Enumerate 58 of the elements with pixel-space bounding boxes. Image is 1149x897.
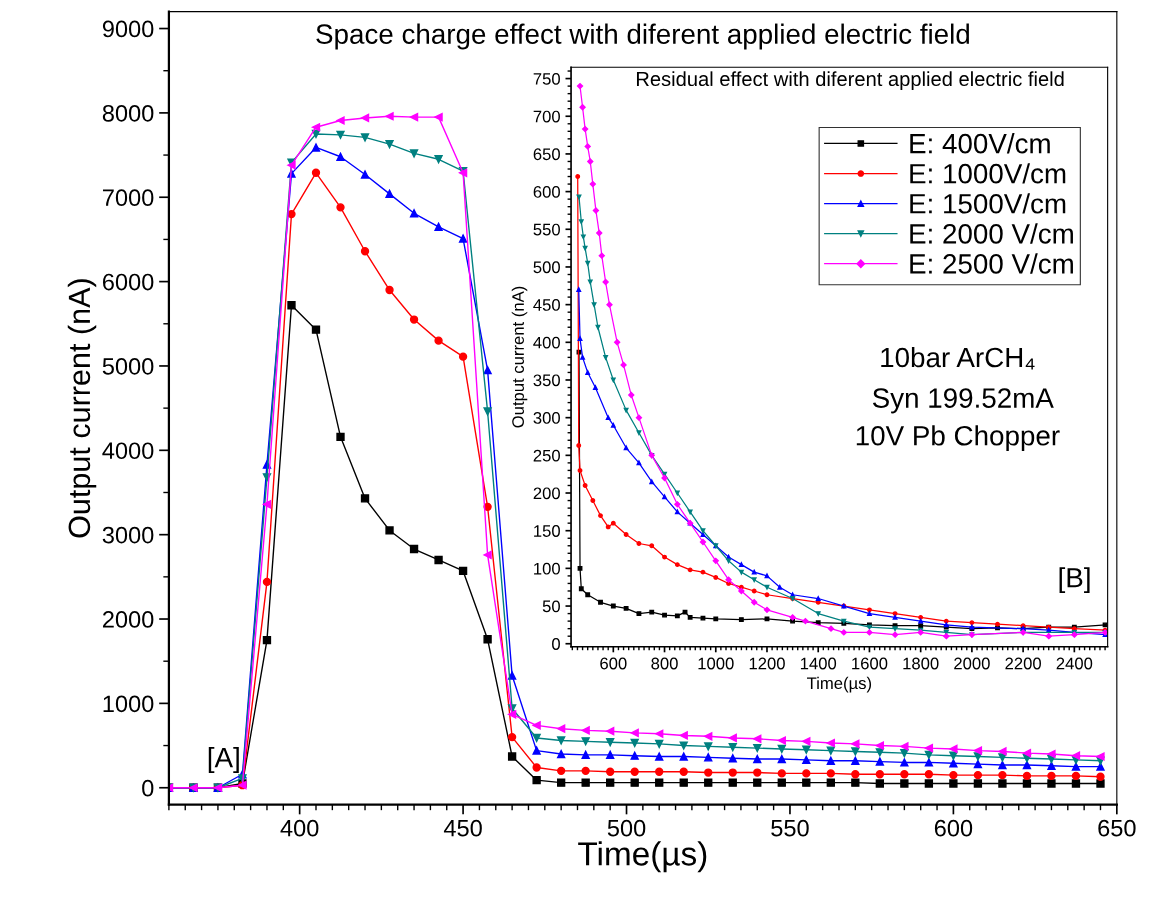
chart-title: Residual effect with diferent applied electric field [636,71,1064,91]
y-tick-label: 5000 [102,358,154,375]
x-tick-label: 650 [1098,819,1136,837]
annotation: [B] [1059,567,1090,594]
y-tick-label: 150 [534,525,560,537]
y-tick-label: 250 [533,449,560,462]
legend-label: E: 1500V/cm [910,193,1066,214]
y-tick-label: 2000 [102,611,154,628]
annotation: [A] [208,747,239,773]
x-tick-label: 600 [600,657,627,670]
x-tick-label: 400 [280,819,319,837]
y-tick-label: 600 [533,186,560,198]
y-tick-label: 400 [533,336,560,349]
x-tick-label: 2200 [1005,657,1041,670]
x-tick-label: 1200 [749,657,785,670]
y-tick-label: 700 [533,110,560,123]
legend-label: E: 2500 V/cm [910,253,1073,274]
y-tick-label: 4000 [102,442,154,460]
y-tick-label: 7000 [103,189,154,207]
y-axis-title: Output current (nA) [67,279,97,538]
y-axis-title: Output current (nA) [511,286,528,428]
x-tick-label: 600 [934,819,973,837]
y-tick-label: 750 [533,72,560,85]
y-tick-label: 1000 [103,695,154,713]
annotation: 10bar ArCH₄ [881,346,1035,370]
x-tick-label: 1600 [852,657,888,670]
x-tick-label: 1000 [698,657,734,670]
x-tick-label: 500 [607,819,646,837]
annotation: Syn 199.52mA [872,388,1054,414]
x-tick-label: 450 [443,819,482,837]
y-tick-label: 500 [533,261,560,274]
chart-title: Space charge effect with diferent applied electric field [316,23,969,50]
y-tick-label: 0 [142,779,154,797]
y-tick-label: 100 [534,562,560,575]
annotation: 10V Pb Chopper [856,425,1060,452]
y-tick-label: 6000 [103,273,154,291]
legend-label: E: 400V/cm [910,133,1050,154]
x-tick-label: 800 [651,657,678,670]
x-axis-title: Time(µs) [807,676,872,693]
y-tick-label: 50 [542,600,560,613]
y-tick-label: 3000 [102,526,154,544]
legend-label: E: 2000 V/cm [910,223,1073,244]
x-tick-label: 2400 [1056,657,1093,670]
y-tick-label: 350 [533,374,560,387]
y-tick-label: 650 [533,148,560,161]
x-tick-label: 550 [771,819,809,837]
y-tick-label: 9000 [102,20,154,38]
y-tick-label: 8000 [102,104,154,122]
y-tick-label: 0 [552,638,560,650]
x-tick-label: 1400 [800,657,837,670]
legend-label: E: 1000V/cm [910,163,1066,184]
y-tick-label: 450 [533,299,560,311]
x-tick-label: 2000 [954,657,990,670]
y-tick-label: 200 [533,487,560,500]
x-axis-title: Time(µs) [578,841,707,873]
y-tick-label: 300 [533,412,560,424]
x-tick-label: 1800 [903,657,939,670]
y-tick-label: 550 [533,223,560,236]
